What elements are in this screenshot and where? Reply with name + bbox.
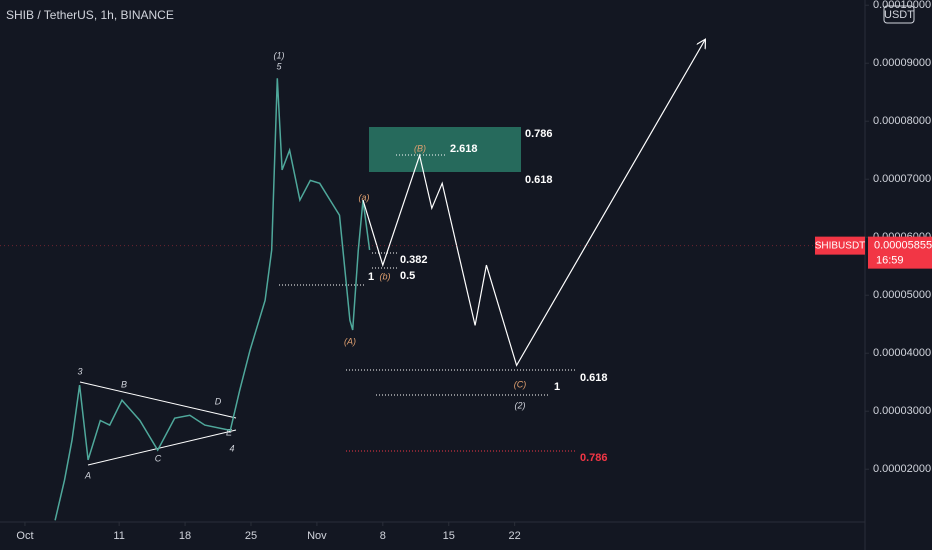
- price-line: [362, 40, 705, 367]
- currency-frame: [883, 5, 915, 24]
- fib-label: 2.618: [450, 143, 478, 155]
- wave-label: B: [121, 379, 127, 389]
- x-tick-label: 25: [245, 530, 257, 542]
- y-tick-label: 0.00004000: [873, 347, 931, 359]
- price-line: [54, 78, 371, 521]
- y-tick-label: 0.00008000: [873, 115, 931, 127]
- x-tick-label: 15: [443, 530, 455, 542]
- currency: USDT: [884, 9, 914, 21]
- x-tick-label: Oct: [16, 530, 33, 542]
- fib-label: 0.382: [400, 254, 428, 266]
- wave-label: (B): [414, 143, 426, 153]
- fib-label: 0.618: [525, 174, 553, 186]
- wave-label: E: [226, 427, 233, 437]
- y-tick-label: 0.00007000: [873, 173, 931, 185]
- wave-label: (a): [359, 192, 370, 202]
- target-zone-top: [369, 127, 521, 172]
- fib-label: 0.786: [580, 452, 608, 464]
- y-tick-label: 0.00003000: [873, 405, 931, 417]
- y-tick-label: 0.00009000: [873, 57, 931, 69]
- x-tick-label: 18: [179, 530, 191, 542]
- countdown: 16:59: [876, 255, 904, 267]
- wave-label: (C): [514, 379, 527, 389]
- wave-label: 1: [368, 271, 374, 283]
- fib-labels: 0.786 2.618 0.618 0.382 0.5 0.618 0.786: [400, 128, 608, 464]
- wave-labels: (1) 5 3 B D E A C 4 (A) (a) (b) 1 (B) (C…: [77, 50, 560, 480]
- wave-label: 1: [554, 381, 560, 393]
- wave-label: C: [155, 453, 162, 463]
- fib-lines: [279, 154, 576, 452]
- symbol-tag: [815, 236, 865, 255]
- wave-label: (2): [515, 400, 526, 410]
- x-tick-label: Nov: [307, 530, 327, 542]
- last-price: 0.00005855: [874, 240, 932, 252]
- currency-box[interactable]: USDT: [883, 5, 915, 24]
- wave-label: (b): [380, 271, 391, 281]
- x-tick-label: 22: [509, 530, 521, 542]
- wave-label: (A): [344, 336, 356, 346]
- fib-label: 0.618: [580, 372, 608, 384]
- price-tag: [868, 236, 932, 269]
- y-tick-label: 0.00010000: [873, 0, 931, 11]
- wave-label: 5: [276, 61, 282, 71]
- x-tick-label: 8: [380, 530, 386, 542]
- wave-label: (1): [274, 50, 285, 60]
- fib-label: 0.786: [525, 128, 553, 140]
- wave-label: A: [84, 470, 91, 480]
- wave-label: D: [215, 396, 222, 406]
- y-tick-label: 0.00005000: [873, 289, 931, 301]
- chart-title: SHIB / TetherUS, 1h, BINANCE: [6, 8, 174, 22]
- y-tick-label: 0.00002000: [873, 463, 931, 475]
- wave-label: 4: [229, 443, 234, 453]
- fib-label: 0.5: [400, 270, 415, 282]
- x-tick-label: 11: [113, 530, 124, 542]
- wave-label: 3: [77, 366, 82, 376]
- triangle-upper: [79, 381, 237, 419]
- symbol-label: SHIBUSDT: [815, 240, 866, 251]
- triangle-lower: [87, 429, 237, 466]
